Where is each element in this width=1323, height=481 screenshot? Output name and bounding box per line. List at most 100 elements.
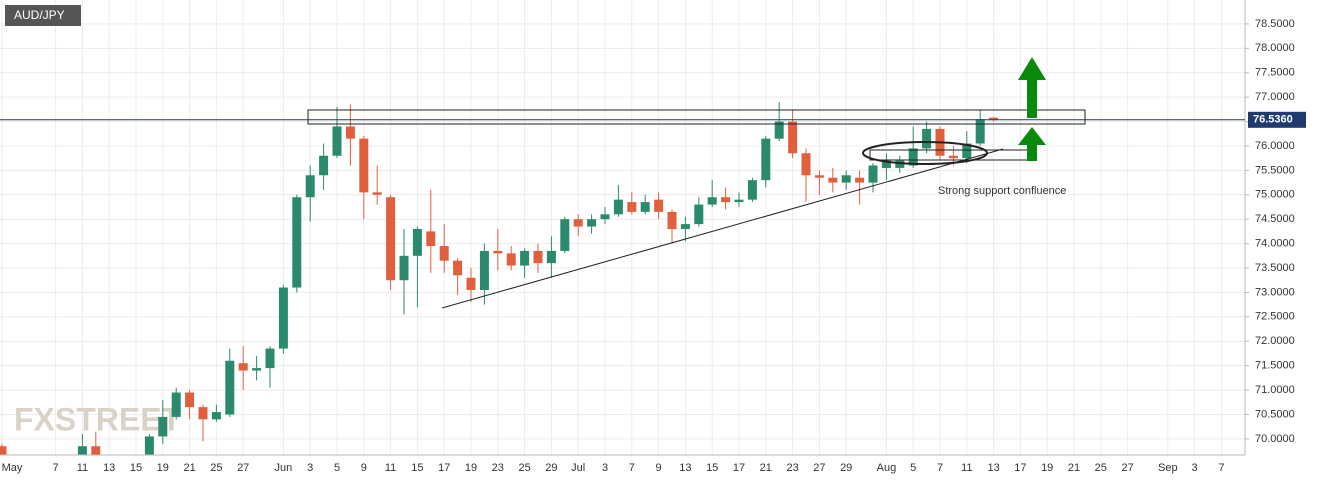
x-tick-label: 21 (1068, 462, 1080, 474)
candle-body (627, 202, 637, 212)
x-tick-label: 25 (518, 462, 530, 474)
candle-body (426, 231, 436, 247)
candle-body (0, 446, 7, 455)
resistance-zone (307, 109, 1086, 125)
candle-body (225, 360, 235, 415)
candle-body (506, 253, 516, 266)
x-tick-label: 15 (706, 462, 718, 474)
candle-body (211, 412, 221, 420)
x-tick-label: Jul (571, 462, 585, 474)
y-tick-label: 74.0000 (1255, 238, 1295, 250)
candle-body (613, 199, 623, 215)
candle-body (158, 416, 168, 437)
candle-body (439, 246, 449, 261)
candles (0, 102, 999, 455)
y-tick-label: 72.0000 (1255, 335, 1295, 347)
candle-body (77, 446, 87, 455)
candle-body (975, 119, 985, 144)
arrows (1018, 57, 1046, 161)
x-tick-label: 21 (760, 462, 772, 474)
x-tick-label: 11 (385, 462, 396, 474)
x-tick-label: 11 (77, 462, 88, 474)
support-ellipse (862, 141, 988, 165)
x-tick-label: 15 (130, 462, 142, 474)
x-tick-label: 7 (1218, 462, 1224, 474)
x-tick-label: 19 (157, 462, 169, 474)
candle-body (546, 250, 556, 264)
candle-body (292, 197, 302, 288)
x-tick-label: 21 (183, 462, 195, 474)
x-tick-label: 25 (210, 462, 222, 474)
candle-body (399, 255, 409, 281)
x-tick-label: 19 (465, 462, 477, 474)
candle-body (962, 143, 972, 159)
candle-body (788, 121, 798, 154)
candle-body (305, 175, 315, 198)
y-tick-label: 71.0000 (1255, 384, 1295, 396)
chart-title: AUD/JPY (14, 8, 65, 22)
candle-body (91, 446, 101, 455)
candle-body (948, 155, 958, 159)
x-tick-label: 11 (961, 462, 972, 474)
candle-body (922, 128, 932, 149)
x-tick-label: 29 (545, 462, 557, 474)
y-tick-label: 77.0000 (1255, 91, 1295, 103)
x-tick-label: 3 (1192, 462, 1198, 474)
candle-body (560, 219, 570, 251)
candle-body (372, 192, 382, 195)
y-tick-label: 71.5000 (1255, 360, 1295, 372)
y-tick-label: 75.5000 (1255, 164, 1295, 176)
candle-body (144, 436, 154, 455)
candle-body (198, 407, 208, 420)
candle-body (908, 148, 918, 166)
candle-body (855, 177, 865, 183)
candle-body (694, 204, 704, 225)
candle-body (895, 160, 905, 168)
x-tick-label: 13 (987, 462, 999, 474)
candle-body (265, 348, 275, 369)
y-tick-label: 78.5000 (1255, 18, 1295, 30)
x-tick-label: 17 (438, 462, 450, 474)
x-tick-label: 27 (237, 462, 249, 474)
x-tick-label: 9 (656, 462, 662, 474)
y-tick-label: 70.5000 (1255, 408, 1295, 420)
x-tick-label: 3 (602, 462, 608, 474)
candle-body (814, 175, 824, 178)
x-tick-label: 15 (411, 462, 423, 474)
last-price-box (1248, 111, 1306, 128)
candle-body (707, 197, 717, 205)
title-box (5, 5, 81, 26)
last-price-label: 76.5360 (1253, 114, 1293, 126)
candle-body (386, 197, 396, 281)
candle-body (667, 211, 677, 229)
candle-body (332, 126, 342, 156)
candle-body (185, 392, 195, 408)
candle-body (680, 224, 690, 229)
candle-body (868, 165, 878, 183)
candle-body (252, 368, 262, 371)
arrow-head (1018, 57, 1046, 80)
y-tick-label: 73.0000 (1255, 286, 1295, 298)
candle-body (278, 287, 288, 349)
x-tick-label: 9 (361, 462, 367, 474)
x-tick-label: Aug (877, 462, 897, 474)
x-tick-label: Jun (275, 462, 293, 474)
y-tick-label: 78.0000 (1255, 42, 1295, 54)
x-tick-label: 7 (629, 462, 635, 474)
candle-body (721, 197, 731, 203)
x-tick-label: 19 (1041, 462, 1053, 474)
candle-body (533, 250, 543, 264)
y-tick-label: 76.0000 (1255, 140, 1295, 152)
y-tick-label: 70.0000 (1255, 433, 1295, 445)
y-tick-label: 72.5000 (1255, 311, 1295, 323)
x-tick-label: 7 (937, 462, 943, 474)
x-tick-label: 17 (733, 462, 745, 474)
candle-body (319, 155, 329, 176)
arrow-shaft (1027, 143, 1037, 161)
x-tick-label: 23 (786, 462, 798, 474)
x-tick-label: 29 (840, 462, 852, 474)
watermark: FXSTREET (14, 401, 182, 437)
candle-body (774, 121, 784, 139)
